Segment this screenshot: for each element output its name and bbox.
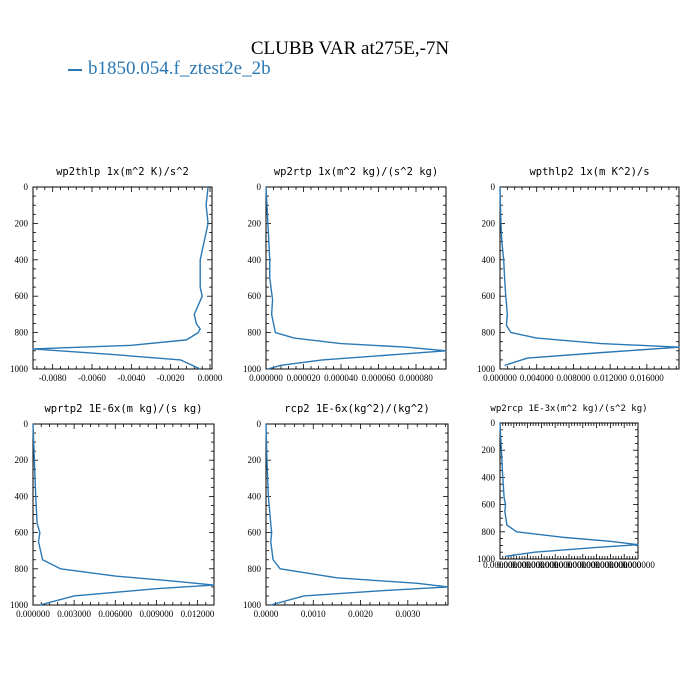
y-tick-label: 200 [248,218,262,228]
x-tick-label: 0.000000 [594,560,628,570]
x-tick-label: 0.000000 [552,560,586,570]
panel-frame [499,422,639,560]
x-tick-label: 0.000000 [566,560,600,570]
y-tick-label: 200 [248,455,262,465]
y-tick-label: 400 [15,255,29,265]
x-tick-label: -0.0020 [157,373,185,383]
legend: b1850.054.f_ztest2e_2b [68,58,271,80]
y-tick-label: 800 [15,328,29,338]
series-line [499,422,639,557]
x-tick-label: 0.000000 [607,560,641,570]
panel-title: wp2rcp 1E-3x(m^2 kg)/(s^2 kg) [490,404,647,414]
y-tick-label: 600 [15,528,29,538]
x-tick-label: 0.006000 [98,609,132,619]
x-tick-label: 0.000000 [525,560,559,570]
panel-frame [32,186,213,370]
y-tick-label: 800 [482,328,496,338]
y-tick-label: 0 [257,182,262,192]
y-tick-label: 200 [482,445,496,455]
x-tick-label: -0.0040 [117,373,145,383]
y-tick-label: 800 [248,564,262,574]
x-tick-label: 0.000040 [324,373,358,383]
x-tick-label: 0.0020 [348,609,373,619]
y-tick-label: 1000 [477,364,496,374]
x-tick-label: 0.000020 [287,373,321,383]
x-tick-label: 0.000000 [511,560,545,570]
x-tick-label: 0.000000 [580,560,614,570]
series-line [265,186,447,370]
y-tick-label: 1000 [243,600,262,610]
panel-title: rcp2 1E-6x(kg^2)/(kg^2) [284,403,429,415]
x-tick-label: 0.016000 [630,373,664,383]
x-tick-label: 0.004000 [520,373,554,383]
y-tick-label: 1000 [477,554,496,564]
y-tick-label: 600 [248,291,262,301]
x-tick-label: 0.000000 [621,560,655,570]
y-tick-label: 0 [491,182,496,192]
y-tick-label: 200 [15,218,29,228]
series-line [499,186,680,367]
x-tick-label: 0.008000 [557,373,591,383]
series-line [32,423,215,606]
y-tick-label: 600 [248,528,262,538]
y-tick-label: 600 [482,291,496,301]
series-line [32,186,209,370]
y-tick-label: 200 [482,218,496,228]
y-tick-label: 400 [248,255,262,265]
x-tick-label: 0.012000 [181,609,215,619]
x-tick-label: 0.009000 [140,609,174,619]
x-tick-label: 0.000000 [16,609,50,619]
panel-frame [265,186,447,370]
y-tick-label: 1000 [10,600,29,610]
y-tick-label: 200 [15,455,29,465]
x-tick-label: 0.0000 [198,373,223,383]
panel-frame [265,423,449,606]
legend-line-icon [68,68,82,71]
panel-title: wp2thlp 1x(m^2 K)/s^2 [56,166,189,178]
x-tick-label: 0.0030 [395,609,420,619]
x-tick-label: -0.0080 [39,373,67,383]
x-tick-label: 0.000000 [497,560,531,570]
y-tick-label: 600 [15,291,29,301]
panel-frame [499,186,680,370]
x-tick-label: 0.000000 [483,373,517,383]
y-tick-label: 400 [248,491,262,501]
x-tick-label: 0.0000 [254,609,279,619]
x-tick-label: 0.000000 [249,373,283,383]
x-tick-label: 0.012000 [593,373,627,383]
y-tick-label: 1000 [10,364,29,374]
x-tick-label: 0.000080 [399,373,433,383]
legend-label: b1850.054.f_ztest2e_2b [88,58,271,79]
panel-title: wpthlp2 1x(m K^2)/s [529,166,649,178]
y-tick-label: 0 [24,182,29,192]
y-tick-label: 0 [257,419,262,429]
y-tick-label: 1000 [243,364,262,374]
y-tick-label: 800 [248,328,262,338]
x-tick-label: 0.0010 [301,609,326,619]
y-tick-label: 400 [482,255,496,265]
y-tick-label: 800 [15,564,29,574]
panel-frame [32,423,215,606]
y-tick-label: 600 [482,500,496,510]
series-line [265,423,449,606]
y-tick-label: 400 [15,491,29,501]
y-tick-label: 400 [482,472,496,482]
y-tick-label: 800 [482,527,496,537]
x-tick-label: -0.0060 [78,373,106,383]
panel-title: wprtp2 1E-6x(m kg)/(s kg) [44,403,202,415]
x-tick-label: 0.003000 [57,609,91,619]
x-tick-label: 0.000000 [483,560,517,570]
page-title: CLUBB VAR at275E,-7N [250,38,450,59]
y-tick-label: 0 [24,419,29,429]
y-tick-label: 0 [491,418,496,428]
x-tick-label: 0.000000 [538,560,572,570]
x-tick-label: 0.000060 [362,373,396,383]
panel-title: wp2rtp 1x(m^2 kg)/(s^2 kg) [274,166,438,178]
